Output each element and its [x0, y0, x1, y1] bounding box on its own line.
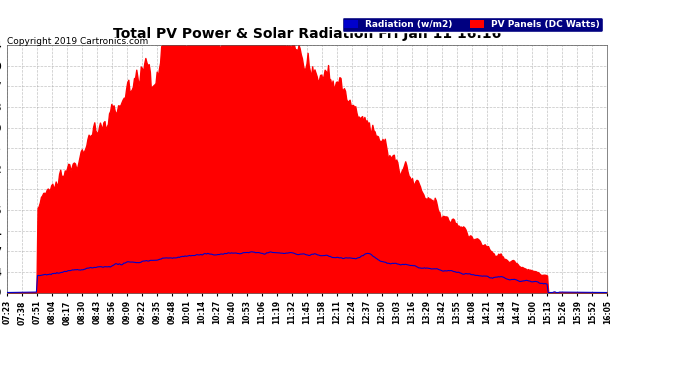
Title: Total PV Power & Solar Radiation Fri Jan 11 16:16: Total PV Power & Solar Radiation Fri Jan…	[113, 27, 501, 41]
Legend: Radiation (w/m2), PV Panels (DC Watts): Radiation (w/m2), PV Panels (DC Watts)	[342, 17, 602, 32]
Text: Copyright 2019 Cartronics.com: Copyright 2019 Cartronics.com	[7, 38, 148, 46]
